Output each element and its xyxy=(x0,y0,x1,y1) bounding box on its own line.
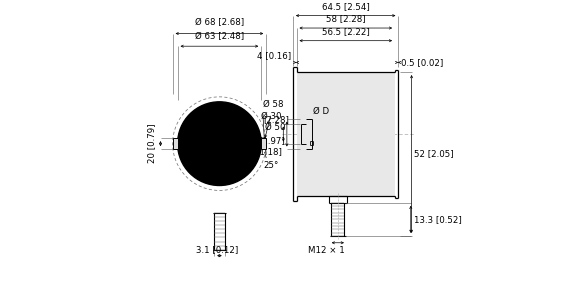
Text: 58 [2.28]: 58 [2.28] xyxy=(326,14,365,23)
Text: M12 × 1: M12 × 1 xyxy=(308,246,345,255)
Circle shape xyxy=(186,110,253,177)
Text: Ø 30: Ø 30 xyxy=(262,112,282,121)
Text: Ø 68 [2.68]: Ø 68 [2.68] xyxy=(195,19,244,27)
Text: [1.18]: [1.18] xyxy=(256,147,282,156)
Text: 13.3 [0.52]: 13.3 [0.52] xyxy=(413,215,461,224)
Bar xyxy=(262,138,266,149)
Text: Ø 63 [2.48]: Ø 63 [2.48] xyxy=(195,32,244,41)
Text: Ø D: Ø D xyxy=(313,107,329,116)
Text: 52 [2.05]: 52 [2.05] xyxy=(415,149,454,158)
Text: [1.97]: [1.97] xyxy=(260,136,286,145)
Text: [2.28]: [2.28] xyxy=(263,115,289,124)
Text: 3.1 [0.12]: 3.1 [0.12] xyxy=(196,245,238,254)
Circle shape xyxy=(215,139,224,149)
Text: 0.5 [0.02]: 0.5 [0.02] xyxy=(401,58,443,67)
Text: 56.5 [2.22]: 56.5 [2.22] xyxy=(322,27,369,36)
Bar xyxy=(173,138,178,149)
Text: 20 [0.79]: 20 [0.79] xyxy=(147,124,156,163)
Bar xyxy=(296,72,395,196)
Circle shape xyxy=(178,102,262,186)
Text: 25°: 25° xyxy=(263,161,279,170)
Text: Ø 50: Ø 50 xyxy=(265,123,286,132)
Circle shape xyxy=(205,129,234,158)
Circle shape xyxy=(208,142,211,146)
Text: 64.5 [2.54]: 64.5 [2.54] xyxy=(322,2,369,11)
Circle shape xyxy=(196,120,243,167)
Text: 4 [0.16]: 4 [0.16] xyxy=(258,51,292,60)
Text: Ø 58: Ø 58 xyxy=(263,100,283,109)
